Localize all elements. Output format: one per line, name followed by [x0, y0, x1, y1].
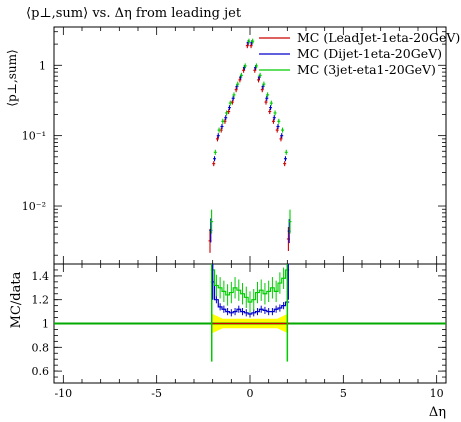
x-tick-label: -10: [54, 387, 72, 400]
x-tick-label: 10: [430, 387, 444, 400]
ratio-series-line: [210, 269, 290, 303]
chart-title: ⟨p⊥,sum⟩ vs. Δη from leading jet: [26, 6, 242, 21]
main-y-axis-label: ⟨p⊥,sum⟩: [5, 49, 19, 106]
ratio-y-tick-label: 1: [42, 318, 49, 331]
main-data-marks: [208, 38, 292, 253]
ratio-y-tick-label: 1.4: [32, 270, 50, 283]
x-tick-label: -5: [151, 387, 162, 400]
main-y-tick-label: 10⁻²: [22, 200, 46, 213]
main-axis-ticks: 10⁻² 10⁻¹ 1: [22, 27, 446, 264]
x-tick-label: 5: [340, 387, 347, 400]
ratio-axis-ticks: 0.6 0.8 1 1.2 1.4 -10 -5 0 5 10: [32, 264, 446, 400]
ratio-data-marks: [54, 264, 446, 362]
x-axis-label: Δη: [429, 405, 446, 420]
legend-label: MC (3jet-eta1-20GeV): [297, 62, 436, 77]
ratio-y-axis-label: MC/data: [9, 271, 24, 328]
main-y-tick-label: 1: [39, 59, 46, 72]
legend: MC (LeadJet-1eta-20GeV)MC (Dijet-1eta-20…: [259, 30, 460, 77]
legend-label: MC (Dijet-1eta-20GeV): [297, 46, 442, 61]
ratio-y-tick-label: 1.2: [32, 294, 50, 307]
legend-label: MC (LeadJet-1eta-20GeV): [297, 30, 460, 45]
main-y-tick-label: 10⁻¹: [22, 130, 46, 143]
ratio-y-tick-label: 0.6: [32, 365, 50, 378]
x-tick-label: 0: [247, 387, 254, 400]
ratio-series-line: [210, 281, 290, 315]
ratio-y-tick-label: 0.8: [32, 341, 50, 354]
